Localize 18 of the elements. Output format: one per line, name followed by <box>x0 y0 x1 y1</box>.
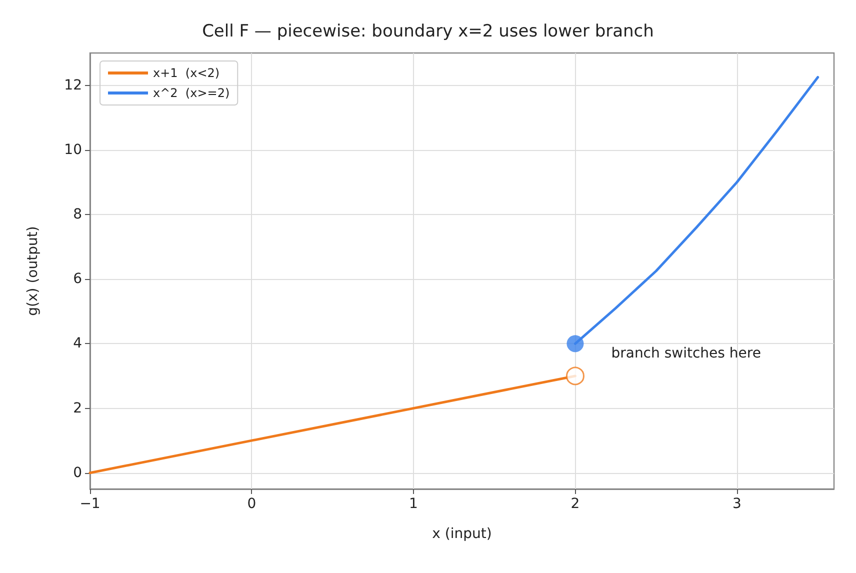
x-tick-label: −1 <box>80 496 100 512</box>
y-tick-label: 2 <box>73 400 82 416</box>
y-tick-label: 4 <box>73 336 82 352</box>
x-tick-label: 3 <box>732 496 742 512</box>
legend-label: x^2 (x>=2) <box>153 86 230 100</box>
x-axis-title: x (input) <box>432 526 492 542</box>
y-tick-label: 12 <box>64 77 82 94</box>
y-tick-label: 0 <box>73 464 82 481</box>
annotation: branch switches here <box>611 346 761 362</box>
x-tick-label: 1 <box>409 496 418 512</box>
y-tick-label: 10 <box>64 142 82 158</box>
y-tick-label: 8 <box>73 206 82 222</box>
x-tick-label: 2 <box>570 496 580 512</box>
y-tick-label: 6 <box>73 271 82 288</box>
x-tick-label: 0 <box>247 496 256 512</box>
legend-label: x+1 (x<2) <box>153 66 220 80</box>
y-axis-title: g(x) (output) <box>25 226 41 316</box>
chart-title: Cell F — piecewise: boundary x=2 uses lower branch <box>202 22 654 42</box>
